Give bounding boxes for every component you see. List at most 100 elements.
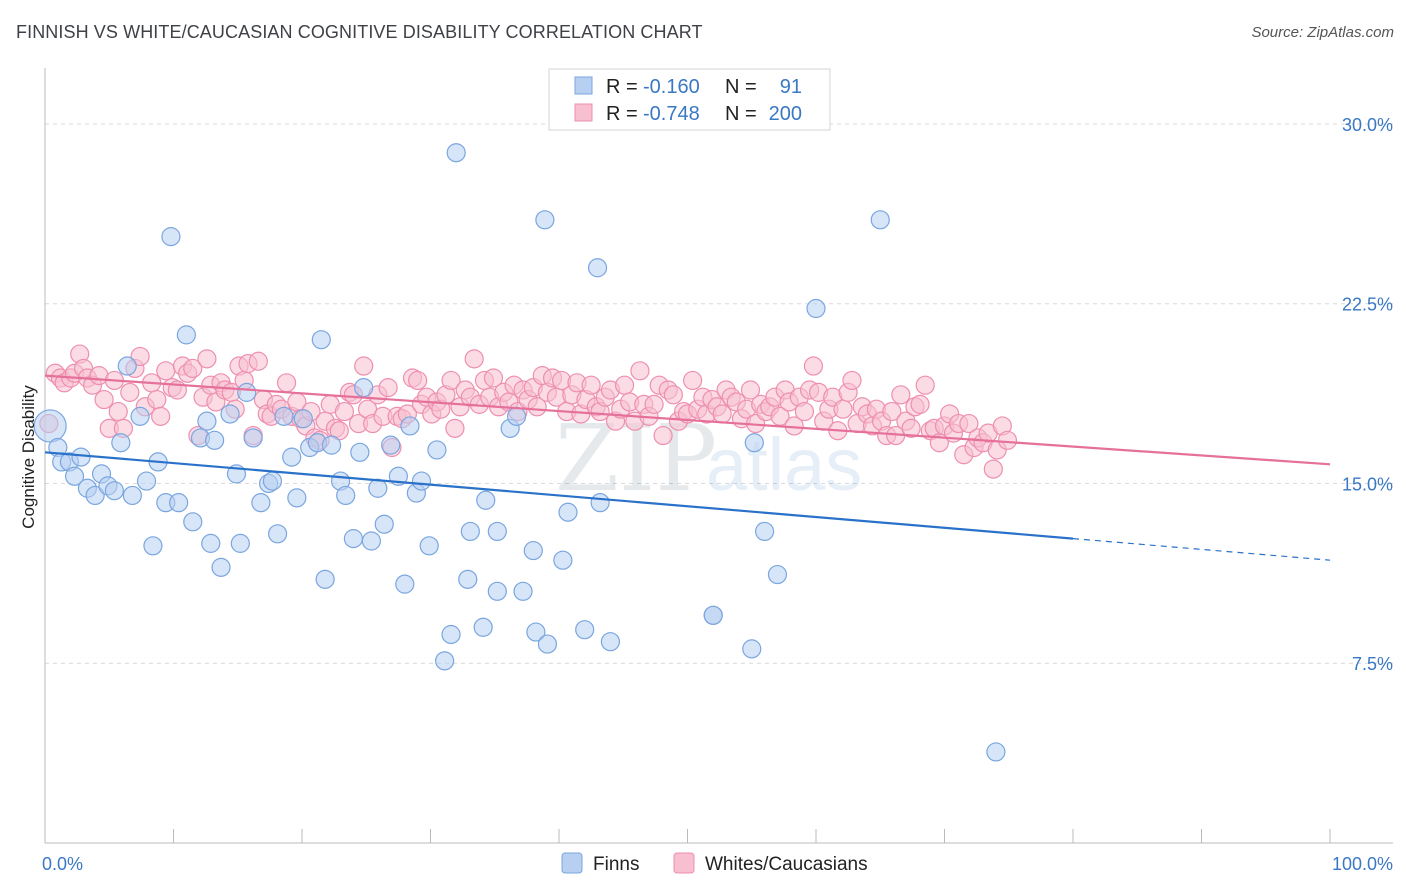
data-point xyxy=(336,485,356,506)
trend-lines xyxy=(44,374,1331,561)
bottom-legend-whites-label: Whites/Caucasians xyxy=(705,854,868,875)
y-tick-label: 22.5% xyxy=(1342,295,1393,315)
data-point xyxy=(754,521,775,542)
data-point xyxy=(587,258,608,278)
data-point xyxy=(653,425,673,446)
bottom-legend-whites-swatch xyxy=(673,852,695,874)
data-point xyxy=(483,368,504,388)
data-point xyxy=(833,399,853,419)
data-point xyxy=(891,385,911,405)
data-point xyxy=(237,382,257,402)
data-point xyxy=(354,356,374,376)
legend-r-value: -0.748 xyxy=(643,103,700,125)
legend-r-label: R = xyxy=(606,76,638,98)
data-point xyxy=(311,330,331,350)
data-point xyxy=(427,440,447,460)
data-point xyxy=(274,406,294,426)
data-point xyxy=(740,380,761,400)
whites-trend-line xyxy=(44,374,1331,466)
data-point xyxy=(446,143,466,163)
data-point xyxy=(230,533,250,553)
bottom-legend: Finns Whites/Caucasians xyxy=(561,852,868,875)
data-point xyxy=(882,401,902,422)
data-point xyxy=(151,406,171,426)
y-tick-label: 7.5% xyxy=(1352,654,1393,674)
tick-labels: 7.5% 15.0% 22.5% 30.0% xyxy=(1342,115,1393,674)
data-point xyxy=(361,531,381,551)
data-point xyxy=(411,471,432,491)
y-tick-label: 30.0% xyxy=(1342,115,1393,135)
data-point xyxy=(842,370,862,391)
data-point xyxy=(910,394,930,414)
data-point xyxy=(282,447,302,467)
data-point xyxy=(130,346,150,367)
bottom-legend-finns-swatch xyxy=(561,852,583,874)
data-point xyxy=(293,409,313,429)
data-point xyxy=(321,435,342,455)
bottom-legend-finns-label: Finns xyxy=(593,854,639,875)
data-point xyxy=(267,524,288,544)
data-point xyxy=(368,478,388,498)
legend-r-value: -0.160 xyxy=(643,76,700,98)
data-point xyxy=(248,351,268,371)
data-point xyxy=(523,540,543,561)
data-point xyxy=(205,430,225,450)
data-point xyxy=(487,521,507,542)
data-point xyxy=(183,512,203,532)
data-point xyxy=(794,401,815,422)
data-point xyxy=(614,375,635,395)
data-point xyxy=(581,375,601,395)
data-point xyxy=(901,418,921,438)
data-point xyxy=(526,622,546,642)
data-point xyxy=(354,378,374,398)
y-tick-label: 15.0% xyxy=(1342,474,1393,494)
data-point xyxy=(33,409,67,443)
data-point xyxy=(71,447,91,467)
x-max-label: 100.0% xyxy=(1332,854,1393,874)
data-point xyxy=(130,406,150,426)
data-point xyxy=(262,471,283,491)
legend-finns-swatch xyxy=(574,76,593,95)
legend-n-value: 200 xyxy=(769,103,802,125)
data-point xyxy=(374,514,394,534)
legend-n-value: 91 xyxy=(780,76,802,98)
data-point xyxy=(156,361,176,381)
data-point xyxy=(343,529,363,549)
source-label: Source: ZipAtlas.com xyxy=(1251,24,1394,41)
data-point xyxy=(136,471,157,491)
data-point xyxy=(64,466,85,486)
data-point xyxy=(590,493,610,513)
data-point xyxy=(575,620,595,640)
data-point xyxy=(108,401,128,422)
data-point xyxy=(334,401,355,422)
data-point xyxy=(441,624,461,645)
data-point xyxy=(197,349,217,369)
finns-trend-extension xyxy=(1072,538,1331,561)
data-point xyxy=(408,370,428,391)
data-point xyxy=(683,370,703,391)
data-point xyxy=(276,373,297,393)
legend-n-label: N = xyxy=(725,76,757,98)
data-point xyxy=(120,382,140,402)
chart-title: FINNISH VS WHITE/CAUCASIAN COGNITIVE DIS… xyxy=(16,22,703,42)
data-point xyxy=(147,389,167,410)
data-point xyxy=(111,433,131,453)
data-point xyxy=(742,639,762,659)
data-point xyxy=(915,375,935,395)
data-point xyxy=(870,210,890,230)
data-point xyxy=(381,435,401,455)
data-point xyxy=(143,536,163,556)
finns-trend-line xyxy=(44,451,1074,540)
whites-series xyxy=(39,344,1018,479)
data-point xyxy=(441,370,461,391)
data-point xyxy=(473,617,493,637)
data-point xyxy=(506,406,527,426)
data-point xyxy=(287,488,307,508)
data-point xyxy=(703,605,723,625)
data-point xyxy=(243,428,263,448)
data-point xyxy=(251,493,271,513)
data-point xyxy=(169,493,189,513)
data-point xyxy=(644,394,664,414)
data-point xyxy=(458,569,478,589)
data-point xyxy=(476,490,496,510)
